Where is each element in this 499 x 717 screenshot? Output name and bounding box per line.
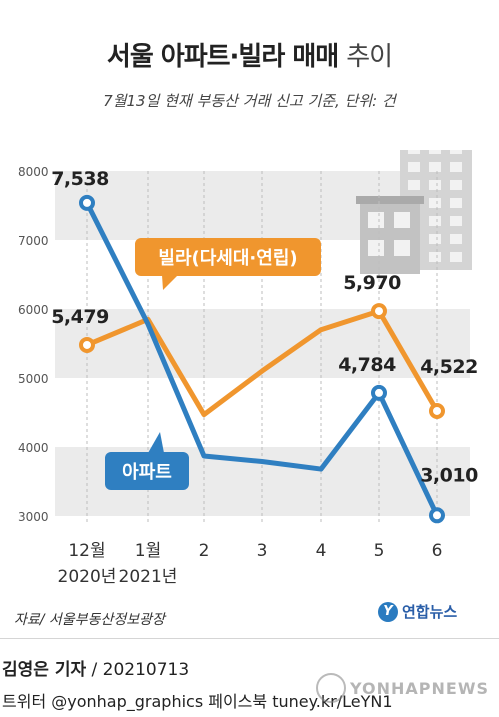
- watermark-icon: [316, 673, 346, 703]
- data-label: 5,970: [343, 272, 401, 294]
- building-window: [429, 252, 441, 262]
- building-window: [450, 180, 462, 190]
- y-tick-label: 6000: [18, 303, 49, 317]
- building-window: [450, 198, 462, 208]
- data-point: [79, 194, 95, 211]
- legend-villa-label: 빌라(다세대·연립): [158, 248, 297, 269]
- legend-villa-pointer: [162, 275, 178, 290]
- data-point: [429, 507, 445, 524]
- chart-title-main: 서울 아파트·빌라 매매: [106, 42, 339, 72]
- building-villa-window: [394, 240, 410, 256]
- watermark: YONHAPNEWS: [316, 673, 489, 703]
- building-icon: [356, 150, 472, 274]
- x-tick-label: 12월 2020년: [58, 541, 117, 587]
- building-window: [450, 162, 462, 172]
- grid-band: [55, 309, 470, 378]
- building-window: [429, 162, 441, 172]
- y-tick-label: 5000: [18, 372, 49, 386]
- y-tick-label: 7000: [18, 234, 49, 248]
- credit-date: / 20210713: [86, 660, 190, 680]
- yonhap-logo: Y 연합뉴스: [378, 601, 457, 622]
- yonhap-logo-icon: Y: [378, 601, 398, 622]
- legend-apt-label: 아파트: [122, 462, 172, 483]
- chart-title-light: 추이: [346, 42, 393, 72]
- data-label: 3,010: [420, 464, 478, 486]
- data-label: 4,784: [338, 354, 396, 376]
- x-tick-label: 2: [199, 541, 210, 561]
- data-point: [371, 384, 387, 401]
- yonhap-logo-text: 연합뉴스: [402, 603, 458, 621]
- building-window: [429, 150, 441, 154]
- chart-title: 서울 아파트·빌라 매매 추이: [0, 36, 499, 73]
- x-tick-label: 4: [316, 541, 327, 561]
- watermark-text: YONHAPNEWS: [350, 678, 489, 698]
- building-window: [408, 180, 420, 190]
- data-point: [79, 336, 95, 353]
- reporter-credit: 김영은 기자 / 20210713: [2, 655, 189, 680]
- legend-apt-pointer: [148, 432, 164, 453]
- chart-subtitle: 7월13일 현재 부동산 거래 신고 기준, 단위: 건: [103, 92, 396, 110]
- building-window: [450, 252, 462, 262]
- building-window: [408, 150, 420, 154]
- building-villa-roof: [356, 196, 424, 204]
- y-axis-ticks: 3000 4000 5000 6000 7000 8000: [18, 165, 49, 524]
- building-window: [429, 180, 441, 190]
- building-villa-window: [368, 240, 384, 256]
- legend-apt-box: [105, 452, 189, 490]
- footer-divider: [0, 638, 499, 639]
- data-label: 4,522: [420, 356, 478, 378]
- series-group: 5,479 5,970 4,522 7,538 4,784 3,010: [51, 168, 479, 524]
- building-window: [429, 234, 441, 244]
- building-window: [450, 216, 462, 226]
- building-villa-window: [368, 212, 384, 228]
- legend-villa-box: [135, 238, 321, 276]
- building-window: [408, 162, 420, 172]
- data-label: 7,538: [51, 168, 109, 190]
- building-window: [429, 198, 441, 208]
- data-label: 5,479: [51, 306, 109, 328]
- social-links: 트위터 @yonhap_graphics 페이스북 tuney.kr/LeYN1: [2, 692, 393, 711]
- x-tick-label: 6: [432, 541, 443, 561]
- data-point: [371, 303, 387, 320]
- y-tick-label: 4000: [18, 441, 49, 455]
- x-tick-label: 5: [374, 541, 385, 561]
- reporter-name: 김영은 기자: [2, 660, 87, 680]
- x-tick-label: 1월 2021년: [119, 541, 178, 587]
- y-tick-label: 3000: [18, 510, 49, 524]
- building-window: [450, 234, 462, 244]
- y-tick-label: 8000: [18, 165, 49, 179]
- data-point: [429, 402, 445, 419]
- legend-group: 빌라(다세대·연립) 아파트: [105, 238, 321, 490]
- x-tick-label: 3: [257, 541, 268, 561]
- building-window: [429, 216, 441, 226]
- building-window: [450, 150, 462, 154]
- source-note: 자료/ 서울부동산정보광장: [14, 612, 165, 628]
- building-villa-window: [394, 212, 410, 228]
